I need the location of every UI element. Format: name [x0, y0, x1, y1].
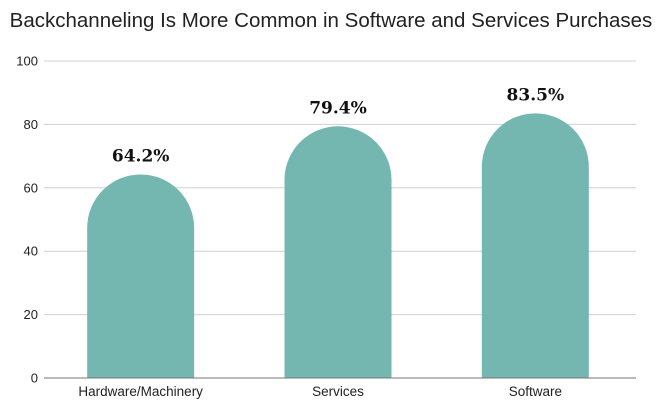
x-tick-label: Hardware/Machinery [78, 384, 203, 399]
data-label: 79.4% [309, 98, 367, 118]
x-axis-labels: Hardware/Machinery Services Software [78, 384, 562, 399]
x-tick-label: Software [509, 384, 562, 399]
y-tick-label: 40 [24, 244, 38, 259]
bar-hardware-machinery [87, 174, 195, 378]
bars [87, 113, 589, 378]
chart-title: Backchanneling Is More Common in Softwar… [10, 9, 653, 32]
x-tick-label: Services [312, 384, 364, 399]
y-axis-ticks: 0 20 40 60 80 100 [16, 54, 38, 386]
y-tick-label: 60 [24, 180, 38, 195]
data-label: 83.5% [507, 85, 565, 105]
data-labels: 64.2% 79.4% 83.5% [112, 85, 564, 166]
data-label: 64.2% [112, 146, 170, 166]
y-tick-label: 80 [24, 117, 38, 132]
bar-services [284, 126, 392, 378]
y-tick-label: 100 [16, 54, 38, 69]
y-tick-label: 0 [31, 371, 38, 386]
y-tick-label: 20 [24, 307, 38, 322]
bar-software [481, 113, 589, 378]
